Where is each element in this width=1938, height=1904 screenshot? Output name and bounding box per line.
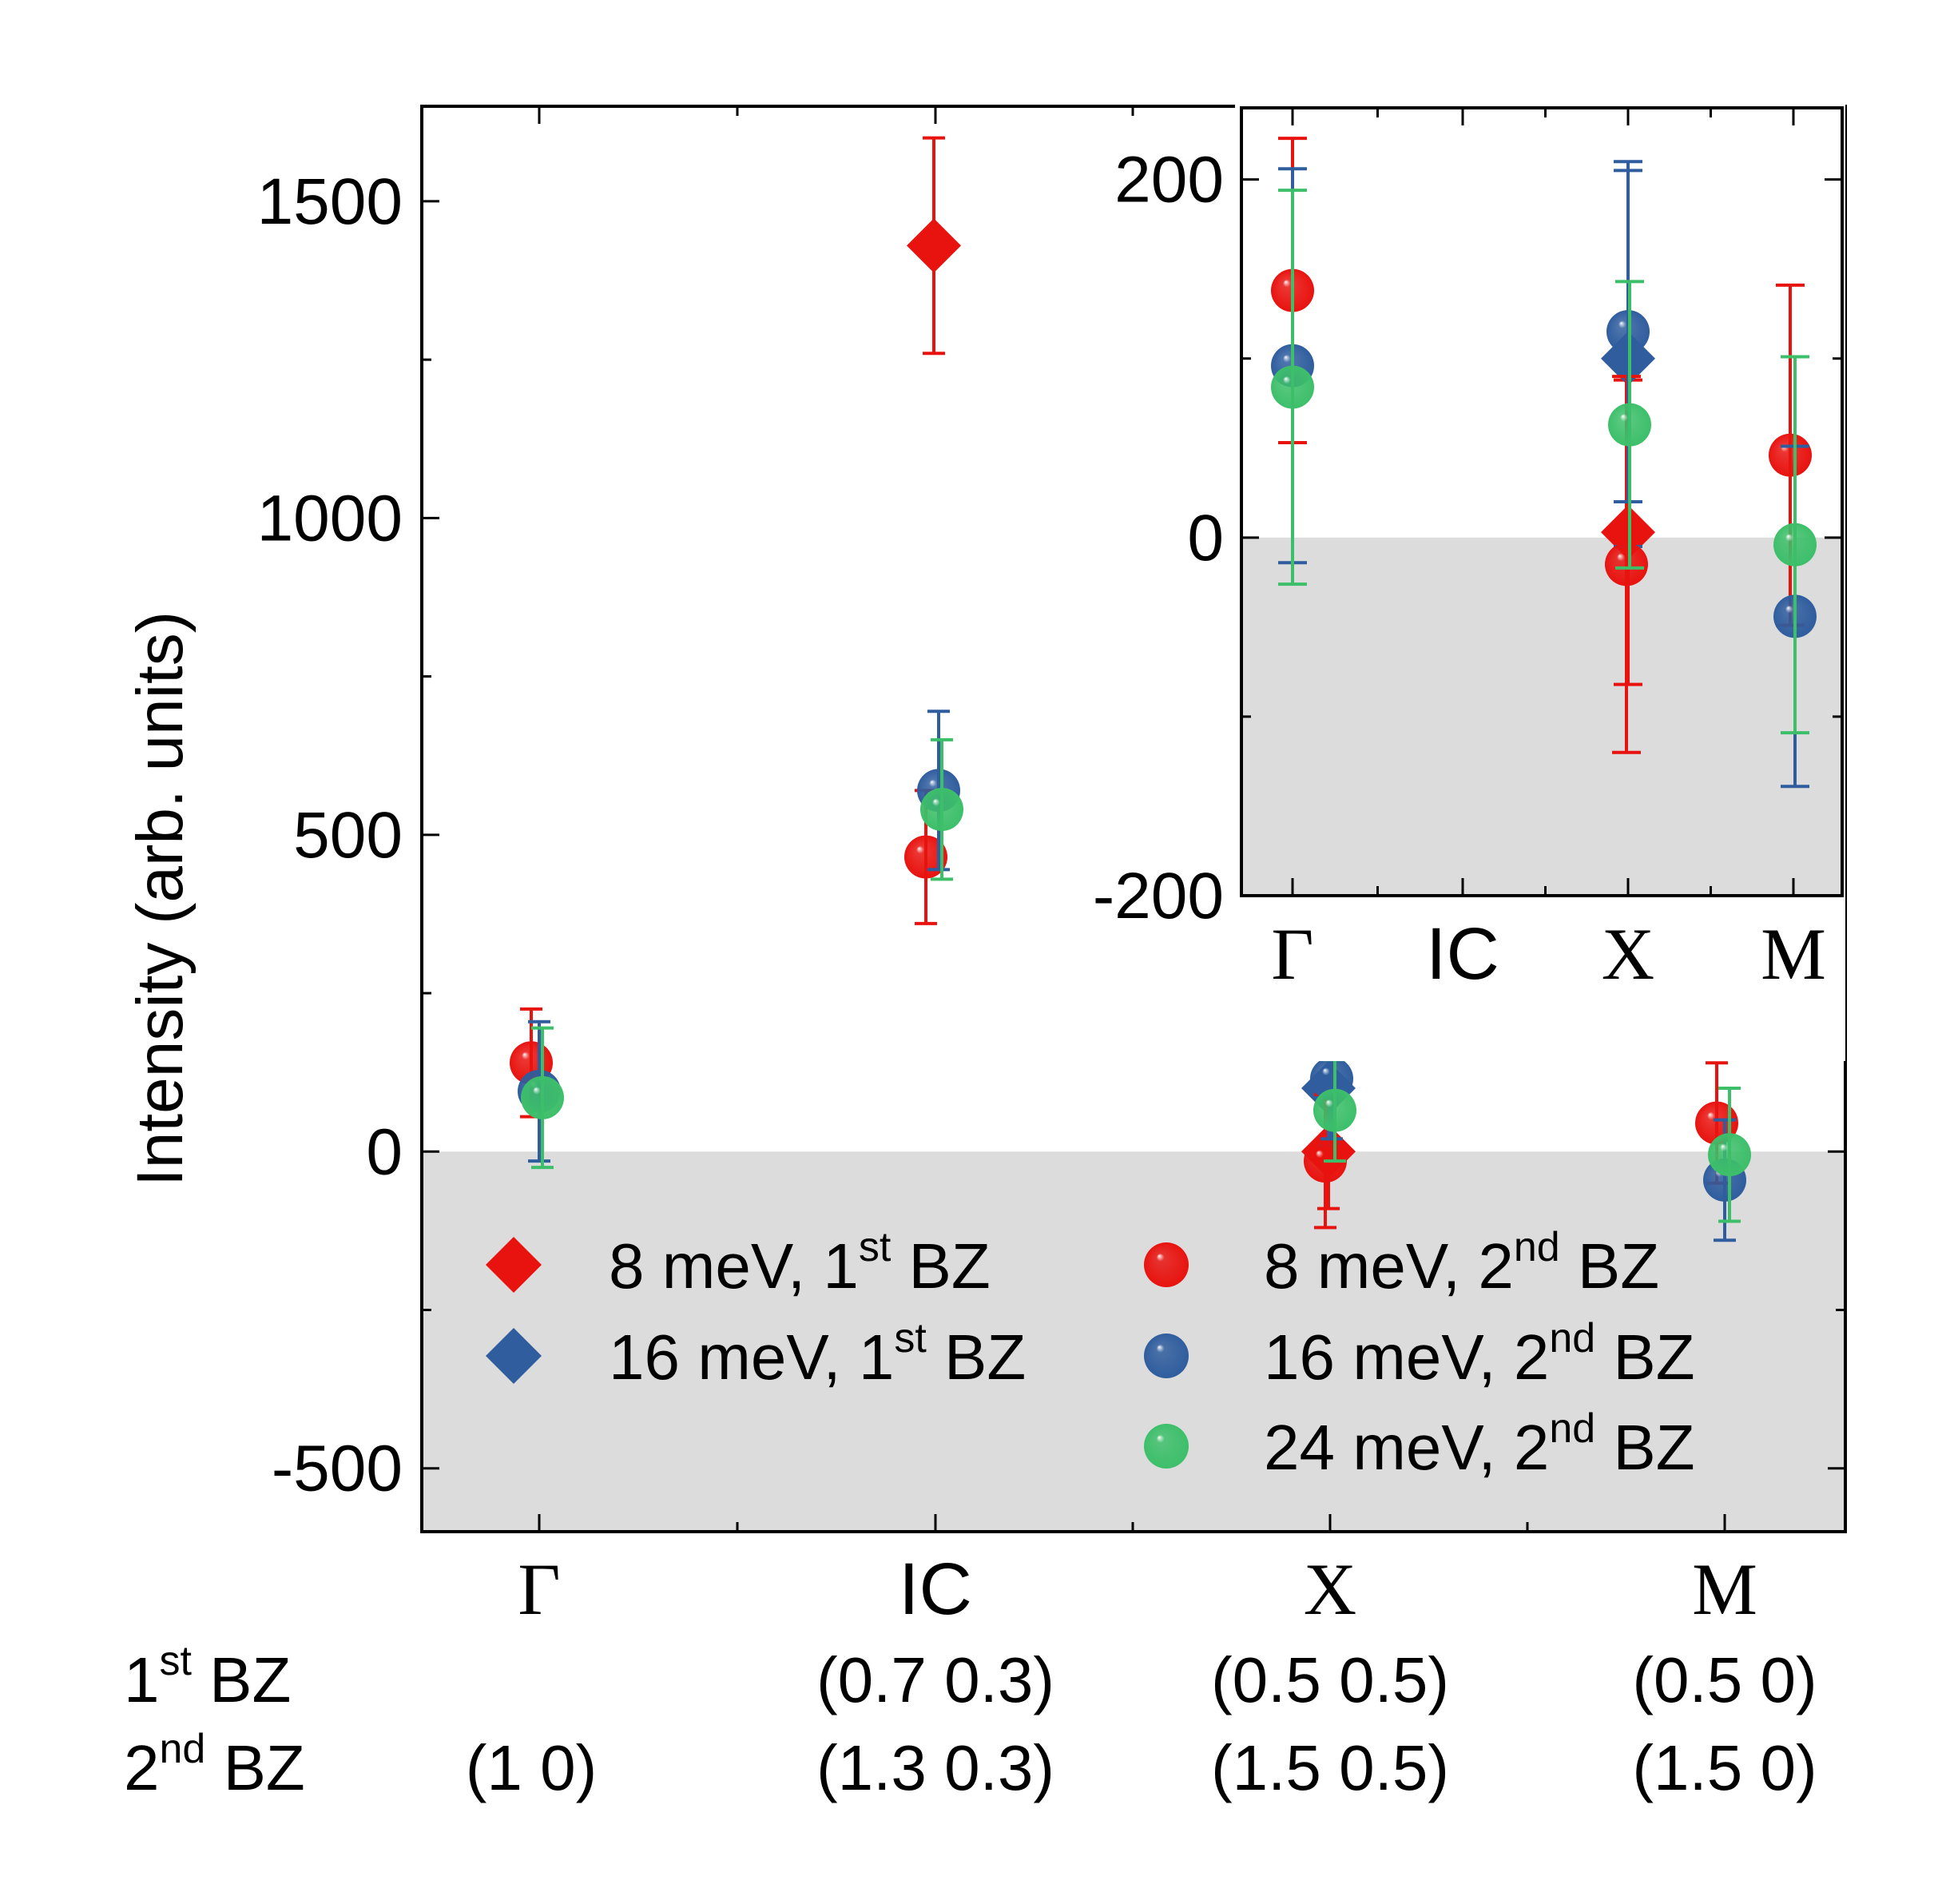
data-point-sphere [920,788,963,832]
legend-label-tail: BZ [927,1322,1026,1393]
coord-ic-bz2: (1.3 0.3) [816,1732,1054,1803]
y-axis-label: Intensity (arb. units) [124,611,197,1187]
x-tick-label: IC [899,1548,972,1630]
inset-data-point-sphere [1605,543,1648,586]
legend-label: 8 meV, 2nd BZ [1264,1224,1659,1302]
legend-label-main: 16 meV, 2 [1264,1322,1549,1393]
row-label-bz1: 1st BZ [124,1638,291,1715]
legend-entry: 8 meV, 1st BZ [486,1224,991,1302]
legend-marker-diamond [486,1237,542,1293]
coord-m-bz2: (1.5 0) [1632,1732,1817,1803]
x-tick-label: X [1304,1548,1356,1630]
inset-x-tick-label: M [1761,913,1826,995]
inset-x-tick-label: IC [1426,913,1499,995]
coord-ic-bz1: (0.7 0.3) [816,1644,1054,1715]
inset-y-tick-label: 200 [1114,144,1224,217]
inset-x-tick-label: X [1602,913,1654,995]
y-tick-label: 1000 [257,482,403,555]
coord-x-bz1: (0.5 0.5) [1211,1644,1449,1715]
legend-entry: 16 meV, 2nd BZ [1144,1315,1695,1393]
coord-x-bz2: (1.5 0.5) [1211,1732,1449,1803]
inset-frame [1240,106,1844,897]
y-tick-label: -500 [272,1433,403,1505]
series-24-mev-2nd-bz [521,737,1751,1223]
inset-x-tick-label: Γ [1271,913,1313,995]
inset-data-point-sphere [1271,365,1314,409]
legend-label-sup: st [894,1315,927,1361]
inset-data-point-sphere [1608,403,1651,447]
coord-gamma-bz2: (1 0) [466,1732,598,1803]
legend-marker-diamond [486,1328,542,1384]
legend-entry: 24 meV, 2nd BZ [1144,1405,1695,1483]
legend-label-sup: st [859,1224,892,1270]
x-tick-label: M [1692,1548,1757,1630]
inset-negative-shade [1241,537,1842,896]
row-label-sup: nd [160,1726,206,1772]
row-label-prefix: 1 [124,1644,160,1715]
y-tick-label: 1500 [257,165,403,238]
legend-label-main: 8 meV, 1 [609,1230,859,1302]
row-label-prefix: 2 [124,1732,160,1803]
legend-label-sup: nd [1549,1315,1595,1361]
row-label-bz2: 2nd BZ [124,1726,305,1803]
inset-plot: -200 0 200 Γ IC X M [1093,105,1845,1061]
legend-label-tail: BZ [1595,1412,1694,1483]
legend-label: 16 meV, 2nd BZ [1264,1315,1695,1393]
legend-label-sup: nd [1514,1224,1560,1270]
inset-y-tick-label: 0 [1187,502,1224,574]
legend-marker-sphere [1144,1334,1189,1378]
inset-data-point-sphere [1769,433,1812,477]
data-point-sphere [1708,1133,1751,1177]
legend-label-main: 24 meV, 2 [1264,1412,1549,1483]
row-label-text: BZ [192,1644,291,1715]
y-tick-label: 500 [293,799,403,872]
legend-label-tail: BZ [1560,1230,1659,1302]
legend-label: 8 meV, 1st BZ [609,1224,991,1302]
data-point-sphere [1310,1057,1353,1101]
row-label-sup: st [160,1638,193,1684]
legend-entry: 8 meV, 2nd BZ [1144,1224,1659,1302]
legend-label-main: 16 meV, 1 [609,1322,894,1393]
legend-marker-sphere [1144,1424,1189,1469]
legend-label: 16 meV, 1st BZ [609,1315,1026,1393]
negative-region-shade [422,1151,1845,1532]
inset-series-24-mev-2nd-bz [1271,189,1817,735]
legend-label-sup: nd [1549,1405,1595,1452]
x-tick-label: Γ [518,1548,560,1630]
legend-marker-sphere [1144,1242,1189,1287]
inset-y-tick-label: -200 [1093,860,1224,932]
data-point-sphere [1313,1088,1356,1132]
data-point-sphere [521,1075,564,1119]
legend-label: 24 meV, 2nd BZ [1264,1405,1695,1483]
row-label-text: BZ [205,1732,304,1803]
main-plot: -500 0 500 1000 1500 Γ IC X M Intensity (arb. uni… [124,105,1847,1630]
legend-label-main: 8 meV, 2 [1264,1230,1514,1302]
coord-m-bz1: (0.5 0) [1632,1644,1817,1715]
data-point-diamond [907,218,961,273]
legend-label-tail: BZ [1595,1322,1694,1393]
legend-entry: 16 meV, 1st BZ [486,1315,1026,1393]
y-tick-label: 0 [366,1115,403,1188]
inset-data-point-sphere [1773,523,1817,566]
data-point-sphere [904,835,947,879]
legend-label-tail: BZ [891,1230,990,1302]
